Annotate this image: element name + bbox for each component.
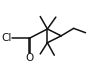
Text: O: O: [25, 53, 33, 63]
Text: Cl: Cl: [2, 33, 12, 43]
